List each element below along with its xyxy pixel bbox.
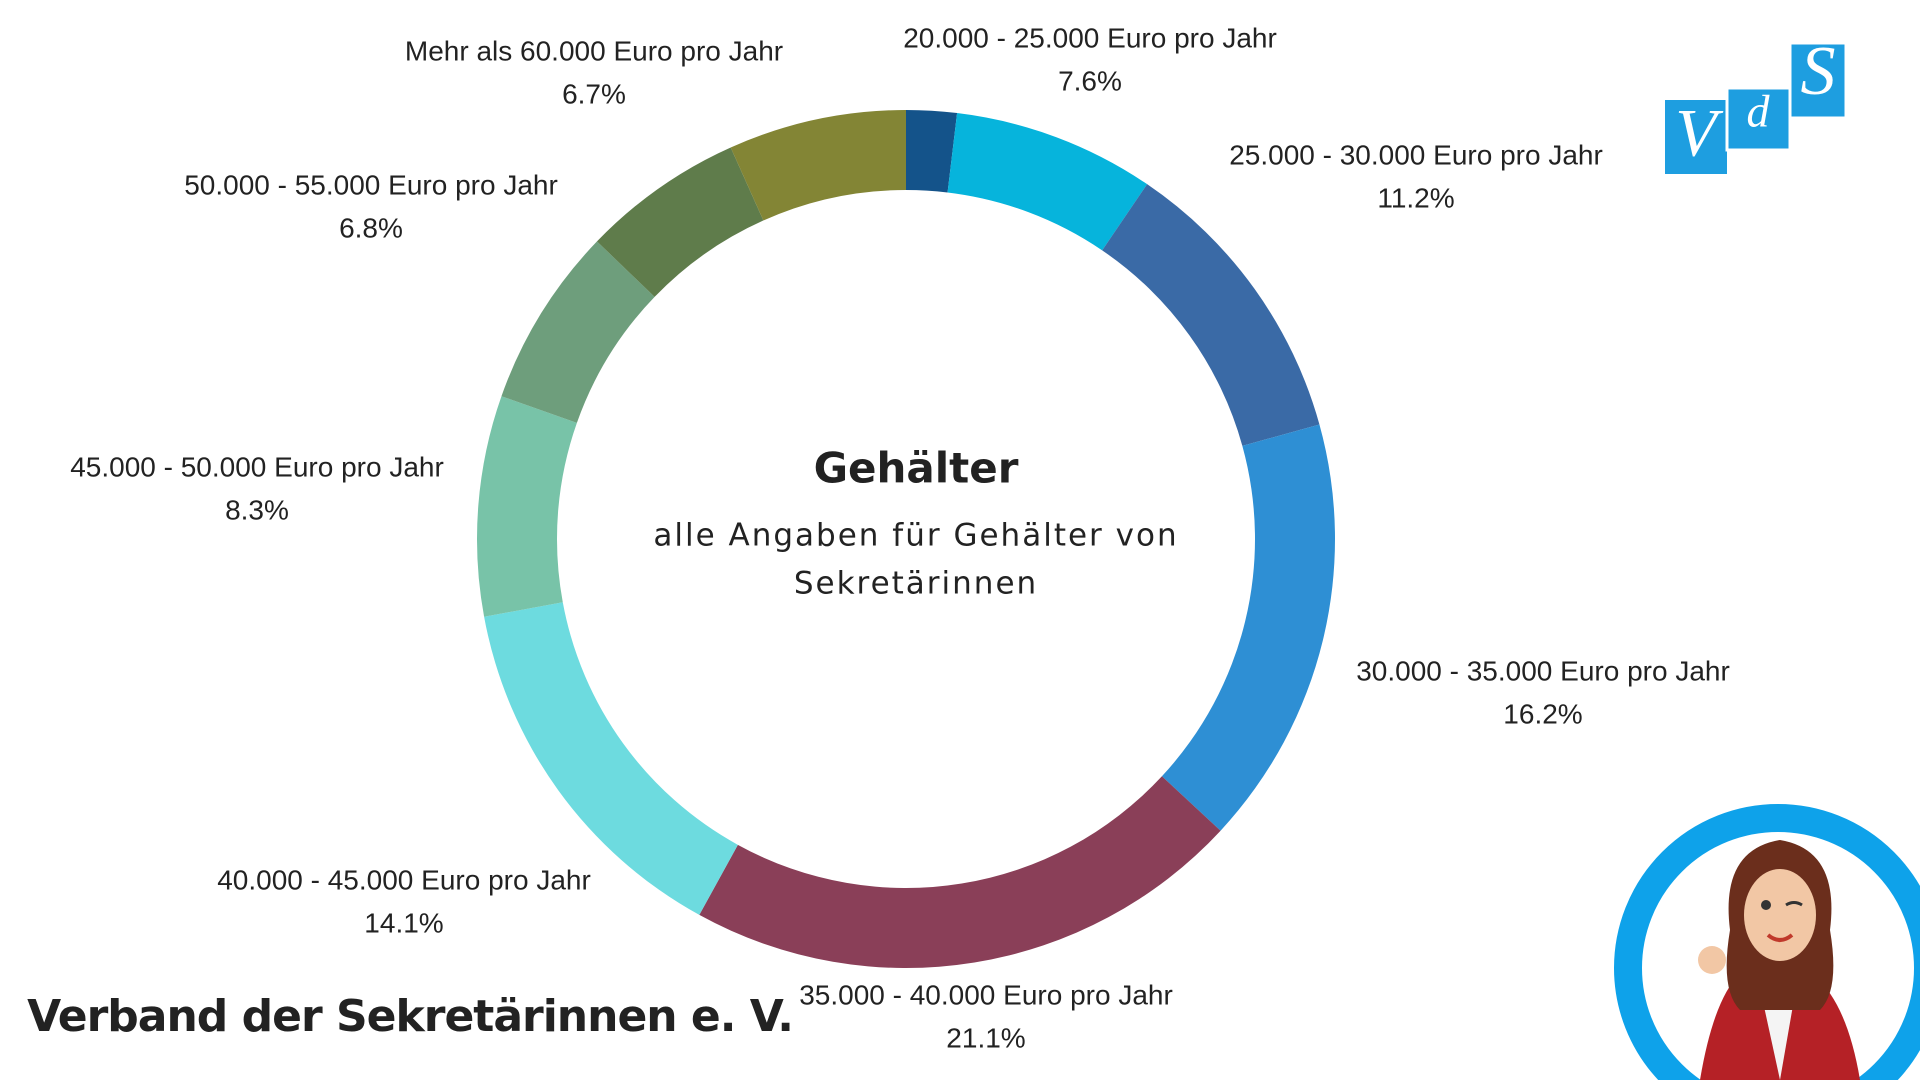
avatar-mouth xyxy=(1766,933,1794,942)
value-label: 11.2% xyxy=(1377,182,1454,213)
donut-segment xyxy=(1102,184,1320,446)
logo-box xyxy=(1665,100,1727,174)
avatar-eye xyxy=(1785,901,1803,907)
segment-label: 35.000 - 40.000 Euro pro Jahr xyxy=(799,979,1173,1010)
segment-label: 25.000 - 30.000 Euro pro Jahr xyxy=(1229,139,1603,170)
chart-subtitle: alle Angaben für Gehälter von xyxy=(653,518,1178,554)
logo-letter: S xyxy=(1801,33,1836,110)
donut-segment xyxy=(1161,424,1335,831)
footer: Verband der Sekretärinnen e. V. xyxy=(27,991,793,1042)
donut-segment xyxy=(699,776,1221,968)
value-label: 8.3% xyxy=(225,494,289,525)
donut-segment xyxy=(501,241,655,423)
logo: V d S xyxy=(1665,33,1848,174)
chart-title: Gehälter xyxy=(814,444,1019,493)
donut-segment xyxy=(477,396,577,617)
avatar-hand xyxy=(1698,946,1726,974)
donut xyxy=(477,110,1335,968)
segment-label: 50.000 - 55.000 Euro pro Jahr xyxy=(184,169,558,200)
segment-label: 40.000 - 45.000 Euro pro Jahr xyxy=(217,864,591,895)
value-label: 21.1% xyxy=(946,1022,1025,1053)
segment-label: 30.000 - 35.000 Euro pro Jahr xyxy=(1356,655,1730,686)
donut-segment xyxy=(484,602,738,915)
chart-subtitle: Sekretärinnen xyxy=(794,566,1038,602)
donut-segment xyxy=(596,147,764,297)
value-label: 16.2% xyxy=(1503,698,1582,729)
donut-segment xyxy=(947,113,1148,251)
segment-label: 45.000 - 50.000 Euro pro Jahr xyxy=(70,451,444,482)
logo-letter: V xyxy=(1675,95,1724,171)
logo-box xyxy=(1788,41,1848,120)
logo-box xyxy=(1725,86,1792,152)
donut-segment xyxy=(906,110,958,193)
value-label: 14.1% xyxy=(364,907,443,938)
donut-segment xyxy=(730,110,906,221)
segment-label: 20.000 - 25.000 Euro pro Jahr xyxy=(903,22,1277,53)
avatar-eye xyxy=(1761,900,1771,910)
value-label: 7.6% xyxy=(1058,65,1122,96)
avatar xyxy=(1614,804,1920,1080)
avatar-face xyxy=(1744,869,1816,961)
value-label: 6.7% xyxy=(562,78,626,109)
value-label: 6.8% xyxy=(339,212,403,243)
segment-label: Mehr als 60.000 Euro pro Jahr xyxy=(405,35,783,66)
logo-letter: d xyxy=(1747,86,1771,137)
